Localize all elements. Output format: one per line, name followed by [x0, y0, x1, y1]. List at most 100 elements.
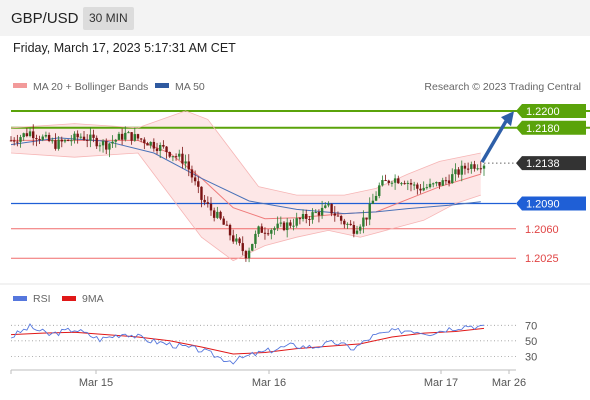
candle-body	[181, 153, 184, 164]
ma20-legend-label: MA 20 + Bollinger Bands	[33, 81, 148, 93]
candle	[212, 207, 216, 222]
candle-body	[285, 222, 289, 231]
candle-body	[190, 169, 194, 178]
candle	[159, 142, 162, 159]
candle-body	[19, 137, 22, 142]
level-tag-1.2090: 1.2090	[516, 196, 586, 211]
candle-body	[35, 138, 38, 140]
candle	[85, 134, 89, 148]
candle	[241, 236, 244, 256]
candle	[206, 196, 210, 208]
candle	[295, 212, 298, 228]
candle	[336, 211, 340, 217]
candle	[225, 220, 229, 226]
candle-body	[473, 164, 476, 169]
candle	[19, 134, 22, 148]
candle-body	[282, 222, 286, 231]
candle-body	[400, 183, 403, 185]
candle-body	[279, 222, 283, 224]
candle	[406, 180, 410, 191]
candle	[355, 225, 359, 235]
candle	[124, 126, 127, 142]
candle	[162, 140, 165, 149]
candle-body	[463, 165, 467, 169]
candle-body	[419, 188, 422, 191]
x-axis: Mar 15 Mar 16 Mar 17 Mar 26	[10, 370, 526, 389]
candle-body	[403, 183, 406, 185]
candle-body	[47, 134, 51, 141]
candle-body	[139, 138, 143, 140]
candle-body	[339, 216, 343, 221]
candle	[279, 216, 283, 227]
candle-body	[235, 238, 238, 242]
candle-body	[25, 133, 29, 137]
candle-body	[355, 230, 359, 234]
candle	[368, 197, 371, 226]
candle	[127, 130, 130, 134]
candle	[390, 180, 394, 187]
rsi-legend-label: RSI	[33, 293, 51, 305]
candle-body	[117, 133, 121, 140]
candle	[305, 209, 308, 224]
candle	[422, 181, 425, 192]
candle	[38, 135, 41, 145]
candle-body	[406, 182, 410, 184]
projection-head	[501, 111, 514, 127]
candle	[397, 175, 400, 184]
candle	[190, 165, 194, 183]
candle	[152, 138, 156, 152]
candle-body	[54, 140, 57, 149]
candle-body	[428, 183, 432, 188]
candle-body	[276, 223, 279, 229]
level-tag-shape	[516, 156, 586, 171]
candle-body	[168, 152, 171, 157]
candle	[419, 184, 422, 194]
candle-body	[381, 180, 384, 186]
candle-body	[28, 131, 32, 137]
level-tag-1.2180: 1.2180	[516, 120, 586, 135]
projection-shaft	[480, 120, 508, 164]
candle-body	[257, 226, 260, 234]
candle-body	[127, 132, 130, 134]
rsi-tick-50: 50	[525, 336, 537, 348]
candle	[235, 233, 238, 245]
candle	[463, 162, 467, 175]
candle	[219, 210, 222, 221]
candle	[171, 155, 175, 162]
candle-body	[451, 174, 454, 184]
candle-body	[368, 203, 371, 220]
candle	[371, 193, 375, 204]
candle	[365, 217, 368, 226]
candle	[98, 142, 102, 152]
candle-body	[447, 180, 451, 184]
candle-body	[320, 207, 324, 216]
candle-body	[384, 180, 387, 182]
candle	[92, 129, 95, 143]
x-tick-label: Mar 15	[79, 377, 113, 389]
timeframe-button[interactable]: 30 MIN	[83, 7, 134, 30]
candle-body	[203, 199, 206, 203]
candle-body	[60, 139, 63, 142]
candle-body	[432, 183, 435, 185]
candle	[393, 174, 397, 190]
candle-body	[416, 184, 419, 189]
candle-body	[212, 210, 216, 218]
candle	[301, 209, 305, 222]
candle	[260, 223, 263, 234]
candle	[412, 181, 416, 191]
candle	[438, 181, 441, 190]
candle-body	[66, 139, 70, 141]
rsi-ma-legend-label: 9MA	[82, 293, 104, 305]
candle	[73, 131, 76, 144]
candle-body	[435, 181, 438, 184]
header-bar: GBP/USD 30 MIN	[0, 0, 590, 36]
candle	[273, 226, 276, 235]
candle	[324, 202, 327, 209]
rsi-ma-legend-swatch	[62, 296, 76, 301]
candle	[454, 163, 457, 182]
candle	[320, 200, 324, 219]
candle	[120, 128, 124, 145]
rsi-legend-swatch	[13, 296, 27, 301]
candle	[425, 183, 429, 190]
candle	[28, 127, 32, 138]
